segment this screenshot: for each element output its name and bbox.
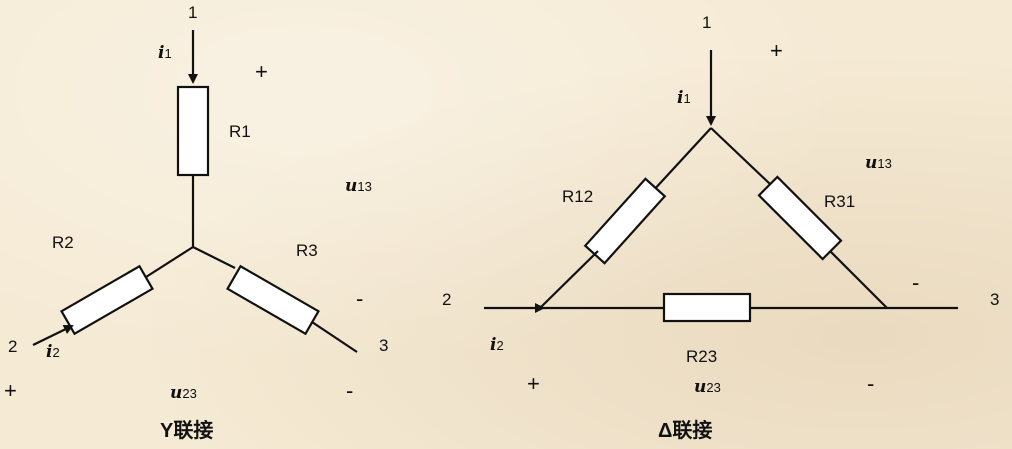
y-i2-arrow <box>32 325 74 346</box>
y-r1-resistor <box>176 85 210 177</box>
delta-r31-label: R31 <box>824 192 855 211</box>
delta-caption: Δ联接 <box>658 419 712 442</box>
delta-r23-resistor <box>662 292 752 323</box>
delta-plus-top: + <box>770 38 783 63</box>
y-plus-bottom: + <box>4 378 17 403</box>
delta-i1-label: i1 <box>677 88 691 108</box>
y-i1-label: i1 <box>158 43 172 63</box>
y-i2-label: i2 <box>46 342 60 362</box>
y-u13-label: u13 <box>345 176 372 196</box>
delta-u13-label: u13 <box>865 153 892 173</box>
y-r2-label: R2 <box>52 233 74 252</box>
y-node1-label: 1 <box>188 3 197 22</box>
y-node2-label: 2 <box>8 337 17 356</box>
delta-node3-label: 3 <box>990 290 999 309</box>
delta-r12-label: R12 <box>562 187 593 206</box>
delta-minus-right: - <box>912 270 919 295</box>
y-r3-label: R3 <box>296 241 318 260</box>
delta-i2-label: i2 <box>490 335 504 355</box>
y-minus-right: - <box>356 286 363 311</box>
delta-plus-bottom: + <box>527 371 540 396</box>
delta-r23-label: R23 <box>686 347 717 366</box>
y-caption: Y联接 <box>160 419 213 442</box>
y-minus-bottom: - <box>346 378 353 403</box>
delta-node2-label: 2 <box>442 290 451 309</box>
delta-wire-top-left <box>651 127 712 193</box>
delta-r31-resistor <box>757 175 843 261</box>
delta-node1-label: 1 <box>702 13 711 32</box>
y-wire-to-node3 <box>311 321 358 353</box>
delta-wire-left-bottom <box>539 250 599 309</box>
y-connection-diagram: 1 i1 + R1 u13 R2 R3 - 2 i2 3 + u23 - Y联接 <box>4 3 388 442</box>
y-r3-resistor <box>226 264 320 336</box>
y-plus-top: + <box>255 59 268 84</box>
y-wire-center-left <box>145 246 194 278</box>
delta-wire-right-bottom <box>829 250 888 309</box>
y-u23-label: u23 <box>170 383 197 403</box>
delta-minus-bottom: - <box>867 371 874 396</box>
y-r2-resistor <box>60 264 154 336</box>
y-node3-label: 3 <box>379 336 388 355</box>
delta-connection-diagram: 1 + i1 u13 R12 R31 - 2 3 i2 R23 + u23 - … <box>442 13 999 442</box>
delta-wire-top-right <box>710 127 771 185</box>
delta-u23-label: u23 <box>694 377 721 397</box>
y-r1-label: R1 <box>229 122 251 141</box>
y-wire-center-right <box>192 246 236 269</box>
